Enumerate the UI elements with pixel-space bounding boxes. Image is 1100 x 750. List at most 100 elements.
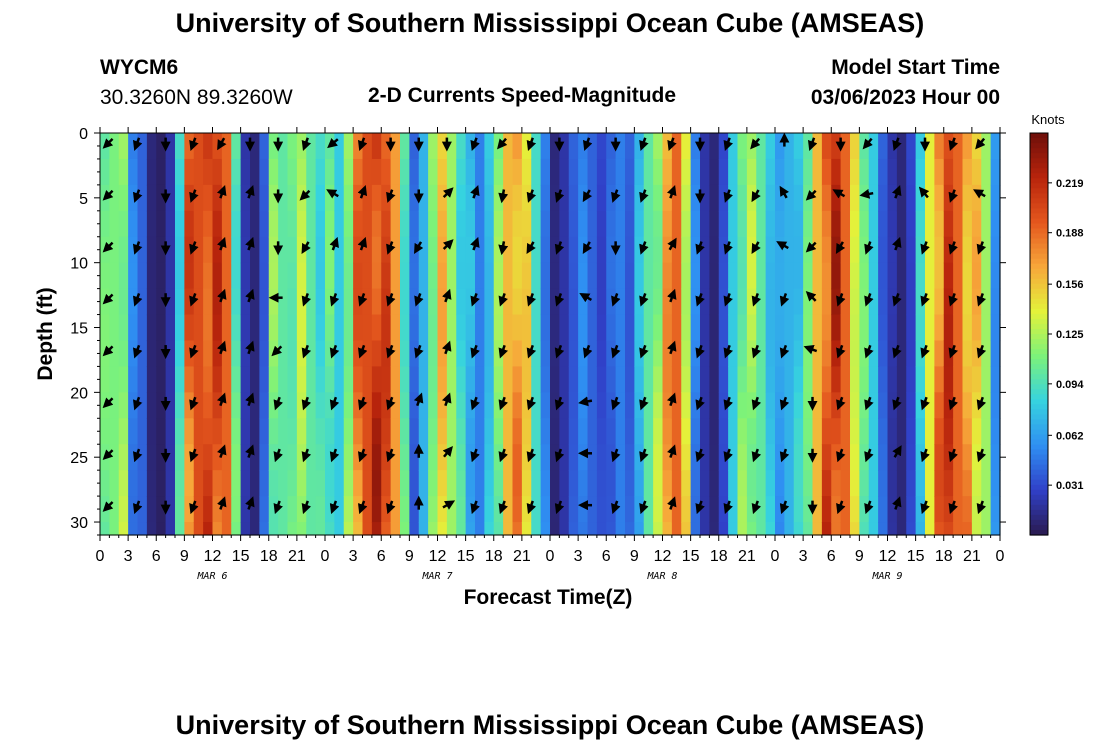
heatmap-cell (203, 133, 214, 160)
heatmap-cell (100, 392, 110, 419)
current-direction-arrow (442, 500, 456, 510)
heatmap-cell (962, 366, 973, 393)
heatmap-cell (278, 470, 289, 497)
colorbar-segment (1030, 323, 1048, 330)
heatmap-cell (146, 366, 157, 393)
colorbar-tick-label: 0.094 (1056, 379, 1084, 391)
heatmap-cell (531, 314, 542, 342)
current-direction-arrow (751, 500, 762, 515)
heatmap-cell (371, 158, 382, 186)
heatmap-cell (306, 262, 317, 290)
heatmap-cell (671, 444, 682, 471)
heatmap-cell (221, 444, 232, 471)
heatmap-cell (428, 288, 439, 316)
heatmap-cell (446, 314, 457, 342)
heatmap-cell (409, 158, 420, 186)
heatmap-cell (700, 210, 710, 238)
heatmap-cell (446, 236, 457, 264)
heatmap-cell (493, 418, 504, 445)
heatmap-cell (671, 288, 682, 316)
heatmap-cell (109, 288, 120, 316)
heatmap-cell (934, 522, 945, 536)
current-direction-arrow (779, 293, 790, 307)
heatmap-cell (343, 288, 354, 316)
heatmap-cell (315, 522, 326, 536)
heatmap-cell (390, 522, 401, 536)
heatmap-cell (409, 522, 420, 536)
colorbar-segment (1030, 283, 1048, 290)
heatmap-cell (728, 340, 739, 368)
heatmap-cell (981, 262, 992, 290)
heatmap-cell (653, 418, 664, 445)
heatmap-cell (475, 236, 485, 264)
heatmap-cell (259, 340, 270, 368)
heatmap-cell (615, 184, 626, 212)
current-direction-arrow (413, 392, 424, 407)
colorbar-segment (1030, 389, 1048, 395)
heatmap-cell (484, 444, 495, 471)
heatmap-cell (353, 158, 364, 186)
heatmap-cell (362, 314, 373, 342)
heatmap-cell (634, 158, 645, 186)
heatmap-cell (756, 314, 767, 342)
heatmap-cell (671, 210, 682, 238)
heatmap-cell (765, 522, 776, 536)
colorbar-segment (1030, 203, 1048, 209)
heatmap-cell (503, 340, 514, 368)
heatmap-cell (400, 470, 410, 497)
heatmap-cell (981, 314, 992, 342)
heatmap-cell (428, 470, 439, 497)
heatmap-cell (878, 366, 889, 393)
current-direction-arrow (667, 496, 677, 510)
heatmap-cell (662, 184, 673, 212)
heatmap-cell (446, 288, 457, 316)
heatmap-cell (259, 314, 270, 342)
heatmap-cell (175, 340, 185, 368)
heatmap-cell (100, 210, 110, 238)
heatmap-cell (231, 288, 242, 316)
heatmap-cell (193, 210, 204, 238)
heatmap-cell (831, 522, 842, 536)
heatmap-cell (493, 158, 504, 186)
heatmap-cell (100, 340, 110, 368)
heatmap-cell (428, 262, 439, 290)
heatmap-cell (812, 366, 823, 393)
heatmap-cell (306, 418, 317, 445)
heatmap-cell (568, 210, 579, 238)
heatmap-cell (118, 158, 129, 186)
heatmap-cell (250, 522, 260, 536)
heatmap-cell (278, 522, 289, 536)
colorbar-segment (1030, 238, 1048, 245)
heatmap-cell (784, 133, 795, 160)
heatmap-cell (868, 470, 879, 497)
heatmap-cell (146, 496, 157, 523)
heatmap-cell (259, 210, 270, 238)
heatmap-cell (625, 366, 635, 393)
heatmap-cell (925, 288, 935, 316)
heatmap-cell (831, 314, 842, 342)
heatmap-cell (681, 184, 692, 212)
heatmap-cell (962, 262, 973, 290)
heatmap-cell (371, 340, 382, 368)
heatmap-cell (231, 210, 242, 238)
colorbar-segment (1030, 303, 1048, 310)
heatmap-cell (100, 470, 110, 497)
heatmap-cell (540, 133, 551, 160)
heatmap-cell (700, 314, 710, 342)
current-direction-arrow (470, 344, 480, 359)
heatmap-cell (156, 366, 167, 393)
heatmap-cell (437, 288, 448, 316)
heatmap-cell (353, 418, 364, 445)
heatmap-cell (662, 522, 673, 536)
current-direction-arrow (217, 340, 227, 355)
y-tick-label: 25 (70, 450, 88, 467)
heatmap-cell (146, 392, 157, 419)
heatmap-cell (334, 522, 345, 536)
heatmap-cell (212, 340, 223, 368)
heatmap-cell (681, 133, 692, 160)
heatmap-cell (587, 522, 598, 536)
current-direction-arrow (386, 189, 396, 203)
heatmap-cell (343, 236, 354, 264)
colorbar-segment (1030, 379, 1048, 385)
heatmap-cell (325, 262, 335, 290)
